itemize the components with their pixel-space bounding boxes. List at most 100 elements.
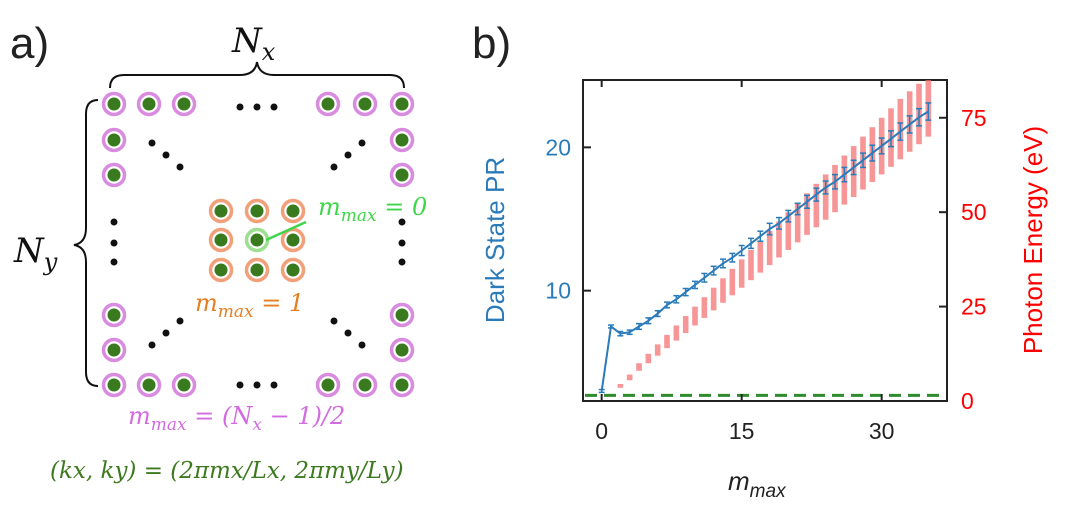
pr-errorbar [878, 137, 885, 155]
edge-dot [395, 133, 409, 147]
plot-frame [582, 79, 948, 402]
edge-dot [321, 97, 335, 111]
pr-errorbar [766, 222, 773, 236]
pr-errorbar [869, 144, 876, 162]
inner-dot [286, 233, 300, 247]
ellipsis-dot [358, 139, 366, 147]
pr-errorbar [785, 209, 792, 223]
pr-errorbar [841, 166, 848, 183]
pr-errorbar [906, 115, 913, 134]
nx-label: Nx [231, 21, 276, 66]
ny-brace [73, 99, 99, 387]
energy-bar [729, 268, 736, 296]
x-tick-label: 30 [869, 418, 895, 444]
inner-dot [214, 263, 228, 277]
ellipsis-dot [330, 163, 338, 171]
y-left-tick-label: 20 [545, 134, 571, 160]
energy-bar [654, 344, 661, 356]
edge-dot [177, 97, 191, 111]
energy-bar [617, 384, 624, 388]
ellipsis-dot [162, 329, 170, 337]
panel-b-label: b) [472, 19, 511, 68]
x-axis-label: mmax [728, 466, 787, 502]
energy-bar [645, 353, 652, 364]
pr-errorbar [673, 294, 680, 304]
pr-errorbar [916, 107, 922, 127]
ellipsis-dot [110, 218, 118, 226]
edge-dot [395, 168, 409, 182]
edge-dot [142, 378, 156, 392]
pr-errorbar [925, 102, 932, 121]
edge-dot [107, 378, 121, 392]
energy-bar [664, 334, 670, 349]
pr-errorbar [757, 230, 764, 242]
panel-b: b) 0 15 30 10 20 0 25 50 75 Dark State PR Photon… [472, 19, 1048, 502]
ellipsis-dot [344, 151, 352, 159]
pr-errorbar [701, 272, 708, 283]
pr-errorbar [729, 252, 736, 263]
energy-bar [626, 374, 633, 381]
ny-label: Ny [13, 231, 58, 276]
mmax0-pointer [265, 220, 307, 242]
energy-bar [710, 287, 717, 311]
edge-dot [107, 168, 121, 182]
pr-errorbar [776, 216, 782, 230]
k-formula: (kx, ky) = (2πmx/Lx, 2πmy/Ly) [50, 458, 404, 484]
ellipsis-dot [398, 218, 406, 226]
ellipsis-dot [398, 239, 406, 247]
pr-errorbar [645, 317, 652, 325]
pr-errorbar [738, 244, 745, 257]
edge-dot [395, 343, 409, 357]
pr-errorbar [804, 194, 810, 210]
energy-bar [757, 240, 764, 273]
energy-bar [636, 363, 642, 371]
pr-errorbar [710, 265, 717, 276]
edge-dot [177, 378, 191, 392]
energy-bar [682, 316, 689, 334]
momentum-lattice [101, 91, 415, 398]
energy-bar [738, 259, 745, 288]
ellipsis-dot [358, 341, 366, 349]
energy-bar [720, 278, 726, 303]
edge-dot [395, 378, 409, 392]
inner-dot [286, 204, 300, 218]
ellipsis-dot [236, 103, 244, 111]
pr-errorbar [598, 388, 605, 394]
ellipsis-dot [270, 103, 278, 111]
energy-bar [804, 193, 810, 235]
energy-bar [794, 202, 801, 243]
energy-bars [617, 80, 932, 388]
panel-a-label: a) [10, 19, 49, 68]
x-tick-label: 15 [729, 418, 755, 444]
ellipsis-dot [110, 239, 118, 247]
edge-dot [142, 97, 156, 111]
ellipsis-dot [398, 258, 406, 266]
edge-dot [395, 97, 409, 111]
pr-errorbar [720, 258, 726, 269]
energy-bar [813, 183, 820, 228]
panel-a: a) Nx Ny mmax = 0 mmax = 1 mmax = (Nx − … [10, 19, 427, 484]
energy-bar [692, 306, 698, 326]
pr-errorbar [860, 152, 866, 169]
ellipsis-dot [110, 258, 118, 266]
ellipsis-dot [253, 103, 261, 111]
pr-errorbar [626, 329, 633, 336]
edge-dot [107, 308, 121, 322]
pr-errorbar [748, 237, 754, 250]
pr-errorbar [813, 187, 820, 202]
pr-errorbar [682, 287, 689, 297]
inner-dot [214, 204, 228, 218]
ellipsis-dot [344, 329, 352, 337]
energy-bar [785, 212, 792, 250]
axis-ticks: 0 15 30 10 20 0 25 50 75 [545, 80, 987, 444]
ellipsis-dot [176, 163, 184, 171]
pr-errorbar [850, 159, 857, 176]
nx-brace [109, 61, 405, 89]
ellipsis-dot [253, 381, 261, 389]
pr-errorbar [897, 122, 904, 141]
y-left-tick-label: 10 [545, 278, 571, 304]
ellipsis-dot [270, 381, 278, 389]
edge-dot [107, 97, 121, 111]
ellipsis-dot [176, 317, 184, 325]
